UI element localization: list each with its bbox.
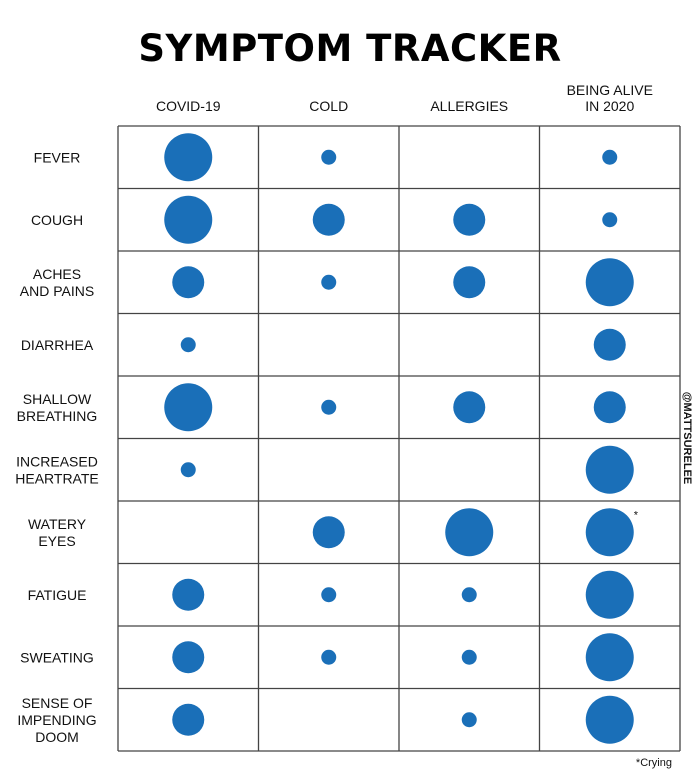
row-label: FEVER — [34, 149, 81, 165]
column-label: COLD — [309, 98, 348, 114]
footnote-marker: * — [634, 509, 639, 521]
bubble — [593, 328, 626, 361]
footnote: *Crying — [636, 757, 672, 769]
bubble — [461, 587, 477, 603]
bubble — [321, 274, 337, 290]
row-label: WATERY — [28, 516, 87, 532]
grid — [117, 125, 681, 752]
bubble — [453, 203, 486, 236]
column-label: COVID-19 — [156, 98, 221, 114]
bubble — [461, 649, 477, 665]
row-label: SHALLOW — [23, 391, 92, 407]
column-label: IN 2020 — [585, 98, 634, 114]
row-label: SENSE OF — [22, 695, 93, 711]
row-label: BREATHING — [17, 408, 98, 424]
bubble — [321, 399, 337, 415]
bubble — [180, 337, 196, 353]
row-label: DOOM — [35, 729, 79, 745]
row-label: DIARRHEA — [21, 337, 94, 353]
row-label: HEARTRATE — [15, 470, 99, 486]
bubble — [602, 149, 618, 165]
row-label: ACHES — [33, 266, 81, 282]
bubble — [172, 578, 205, 611]
bubble — [321, 649, 337, 665]
bubble — [164, 195, 213, 244]
bubble — [585, 633, 634, 682]
column-label: ALLERGIES — [430, 98, 508, 114]
chart-title: SYMPTOM TRACKER — [138, 27, 561, 70]
bubble — [461, 712, 477, 728]
column-label: BEING ALIVE — [567, 82, 653, 98]
bubble — [164, 383, 213, 432]
bubble — [164, 133, 213, 182]
bubble — [602, 212, 618, 228]
row-label: EYES — [38, 533, 75, 549]
bubble — [585, 695, 634, 744]
bubble — [172, 641, 205, 674]
bubble — [321, 587, 337, 603]
row-label: SWEATING — [20, 649, 94, 665]
bubble — [585, 445, 634, 494]
bubbles: * — [164, 133, 639, 744]
row-label: AND PAINS — [20, 283, 94, 299]
row-label: IMPENDING — [17, 712, 96, 728]
bubble — [453, 391, 486, 424]
row-label: INCREASED — [16, 453, 98, 469]
bubble — [585, 258, 634, 307]
bubble — [172, 266, 205, 299]
row-label: COUGH — [31, 212, 83, 228]
bubble — [312, 516, 345, 549]
bubble — [585, 570, 634, 619]
bubble — [172, 703, 205, 736]
bubble — [453, 266, 486, 299]
bubble — [321, 149, 337, 165]
bubble — [593, 391, 626, 424]
bubble — [312, 203, 345, 236]
bubble — [180, 462, 196, 478]
watermark: @MATTSURELEE — [681, 392, 693, 484]
bubble — [445, 508, 494, 557]
row-label: FATIGUE — [28, 587, 87, 603]
bubble — [585, 508, 634, 557]
